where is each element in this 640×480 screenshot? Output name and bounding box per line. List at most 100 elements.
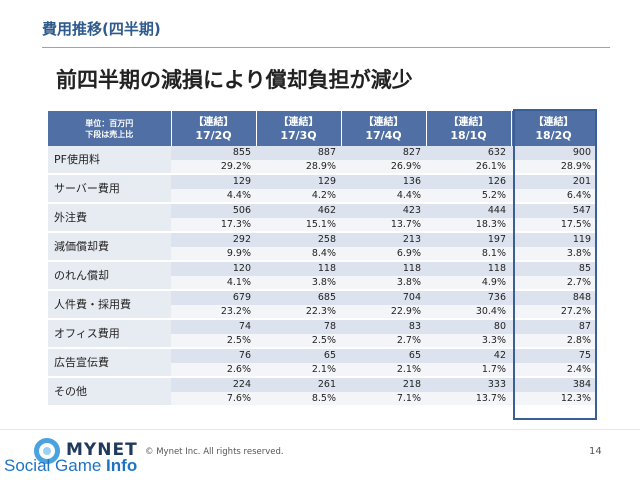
row-label: PF使用料 (48, 146, 171, 175)
value-cell: 118 (256, 261, 341, 276)
mynet-logo-text: MYNET (66, 440, 138, 460)
column-tag: 【連結】 (278, 116, 319, 128)
value-cell: 827 (341, 146, 426, 160)
table-row: 人件費・採用費 679 685 704 736 848 (48, 290, 596, 320)
ratio-cell: 2.6% (171, 362, 256, 378)
value-cell: 129 (171, 174, 256, 189)
table-row-ratio: 4.1% 3.8% 3.8% 4.9% 2.7% (48, 275, 596, 291)
table-row-ratio: 29.2% 28.9% 26.9% 26.1% 28.9% (48, 159, 596, 175)
value-cell: 258 (256, 232, 341, 247)
headline: 前四半期の減損により償却負担が減少 (56, 68, 413, 92)
value-cell: 85 (511, 261, 596, 276)
value-cell: 384 (511, 377, 596, 392)
copyright: © Mynet Inc. All rights reserved. (145, 447, 284, 457)
table-row: サーバー費用 129 129 136 126 201 (48, 174, 596, 204)
value-cell: 218 (341, 377, 426, 392)
ratio-cell: 2.1% (341, 362, 426, 378)
ratio-cell: 6.9% (341, 246, 426, 262)
ratio-cell: 28.9% (511, 159, 596, 175)
value-cell: 887 (256, 146, 341, 160)
ratio-cell: 8.5% (256, 391, 341, 407)
ratio-cell: 9.9% (171, 246, 256, 262)
column-header: 【連結】 17/3Q (256, 111, 342, 146)
value-cell: 118 (341, 261, 426, 276)
ratio-cell: 2.8% (511, 333, 596, 349)
column-period: 17/4Q (365, 128, 402, 142)
value-cell: 87 (511, 319, 596, 334)
value-cell: 213 (341, 232, 426, 247)
table-row: 外注費 506 462 423 444 547 (48, 203, 596, 233)
ratio-cell: 4.2% (256, 188, 341, 204)
table-row-ratio: 2.6% 2.1% 2.1% 1.7% 2.4% (48, 362, 596, 378)
row-label: その他 (48, 377, 171, 407)
watermark: Social Game Info (4, 456, 137, 476)
value-cell: 292 (171, 232, 256, 247)
column-header: 【連結】 17/2Q (171, 111, 257, 146)
title-divider (42, 47, 610, 48)
row-label: 広告宣伝費 (48, 348, 171, 378)
ratio-cell: 5.2% (426, 188, 511, 204)
ratio-cell: 4.4% (171, 188, 256, 204)
column-header: 【連結】 18/2Q (511, 111, 597, 146)
column-period: 18/1Q (450, 128, 487, 142)
ratio-cell: 26.1% (426, 159, 511, 175)
value-cell: 120 (171, 261, 256, 276)
ratio-cell: 23.2% (171, 304, 256, 320)
value-cell: 126 (426, 174, 511, 189)
value-cell: 547 (511, 203, 596, 218)
page-number: 14 (589, 446, 602, 457)
ratio-cell: 17.3% (171, 217, 256, 233)
column-period: 17/3Q (280, 128, 317, 142)
ratio-cell: 3.8% (341, 275, 426, 291)
value-cell: 704 (341, 290, 426, 305)
ratio-cell: 8.1% (426, 246, 511, 262)
table-row: のれん償却 120 118 118 118 85 (48, 261, 596, 291)
ratio-cell: 2.5% (256, 333, 341, 349)
value-cell: 76 (171, 348, 256, 363)
ratio-cell: 22.3% (256, 304, 341, 320)
value-cell: 855 (171, 146, 256, 160)
mynet-logo-icon (34, 438, 60, 464)
ratio-cell: 2.4% (511, 362, 596, 378)
column-tag: 【連結】 (448, 116, 489, 128)
column-tag: 【連結】 (193, 116, 234, 128)
ratio-cell: 15.1% (256, 217, 341, 233)
value-cell: 129 (256, 174, 341, 189)
ratio-cell: 2.1% (256, 362, 341, 378)
table-row-ratio: 23.2% 22.3% 22.9% 30.4% 27.2% (48, 304, 596, 320)
ratio-cell: 3.8% (511, 246, 596, 262)
unit-line-2: 下段は売上比 (85, 129, 134, 139)
ratio-cell: 12.3% (511, 391, 596, 407)
table-header-row: 単位：百万円 下段は売上比 【連結】 17/2Q 【連結】 17/3Q 【連結】 17… (48, 111, 597, 146)
table-row-ratio: 9.9% 8.4% 6.9% 8.1% 3.8% (48, 246, 596, 262)
value-cell: 119 (511, 232, 596, 247)
row-label: のれん償却 (48, 261, 171, 291)
ratio-cell: 13.7% (426, 391, 511, 407)
ratio-cell: 28.9% (256, 159, 341, 175)
ratio-cell: 4.9% (426, 275, 511, 291)
ratio-cell: 17.5% (511, 217, 596, 233)
row-label: 減価償却費 (48, 232, 171, 262)
value-cell: 423 (341, 203, 426, 218)
column-header: 【連結】 17/4Q (341, 111, 427, 146)
value-cell: 444 (426, 203, 511, 218)
value-cell: 261 (256, 377, 341, 392)
value-cell: 333 (426, 377, 511, 392)
table-row-ratio: 2.5% 2.5% 2.7% 3.3% 2.8% (48, 333, 596, 349)
value-cell: 83 (341, 319, 426, 334)
ratio-cell: 7.1% (341, 391, 426, 407)
column-period: 17/2Q (195, 128, 232, 142)
value-cell: 65 (341, 348, 426, 363)
ratio-cell: 13.7% (341, 217, 426, 233)
value-cell: 900 (511, 146, 596, 160)
row-label: 外注費 (48, 203, 171, 233)
value-cell: 42 (426, 348, 511, 363)
value-cell: 224 (171, 377, 256, 392)
watermark-prefix: Social Game (4, 456, 107, 475)
table-row: 減価償却費 292 258 213 197 119 (48, 232, 596, 262)
value-cell: 118 (426, 261, 511, 276)
value-cell: 685 (256, 290, 341, 305)
column-tag: 【連結】 (533, 116, 574, 128)
value-cell: 136 (341, 174, 426, 189)
row-label: 人件費・採用費 (48, 290, 171, 320)
